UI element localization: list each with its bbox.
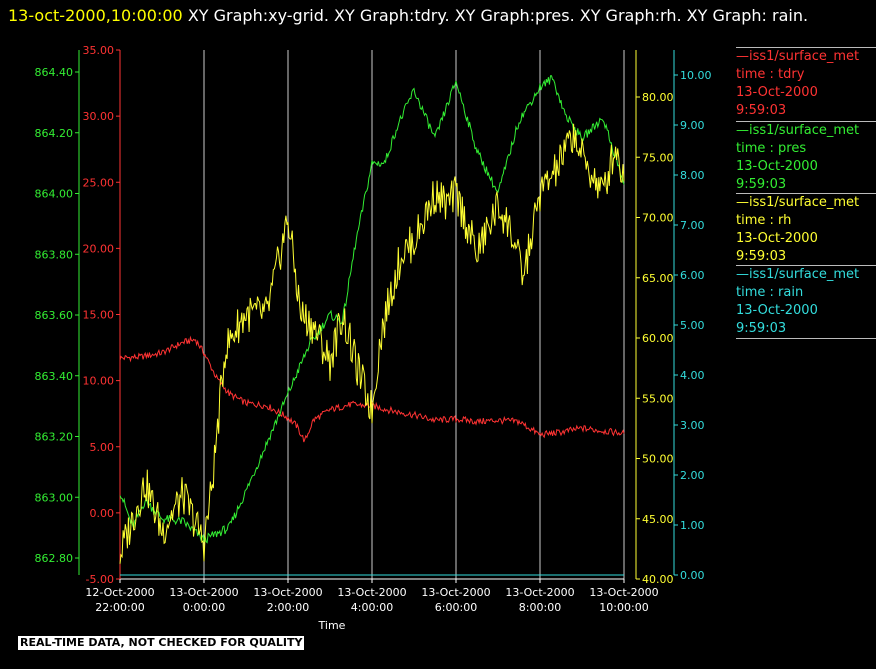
tdry-tick-label: 10.00: [83, 375, 115, 388]
x-tick-date-label: 13-Oct-2000: [253, 586, 322, 599]
title-text: XY Graph:xy-grid. XY Graph:tdry. XY Grap…: [187, 6, 809, 25]
legend-type-label: time : pres: [736, 141, 807, 156]
legend-series-label: —iss1/surface_met: [736, 123, 860, 138]
legend-type-label: time : rain: [736, 285, 804, 300]
pres-tick-label: 864.40: [35, 66, 74, 79]
rain-tick-label: 9.00: [680, 119, 705, 132]
tdry-tick-label: 15.00: [83, 309, 115, 322]
legend-type-label: time : rh: [736, 213, 792, 228]
rain-tick-label: 3.00: [680, 419, 705, 432]
pres-tick-label: 862.80: [35, 552, 74, 565]
rh-series-line: [119, 123, 625, 564]
rh-tick-label: 75.00: [642, 151, 674, 164]
legend-entry-rh: —iss1/surface_met time : rh 13-Oct-2000 …: [736, 193, 876, 266]
rh-tick-label: 80.00: [642, 91, 674, 104]
rh-tick-label: 40.00: [642, 573, 674, 586]
rh-tick-label: 45.00: [642, 513, 674, 526]
legend-time-label: 9:59:03: [736, 321, 787, 336]
rh-tick-label: 55.00: [642, 392, 674, 405]
legend-time-label: 9:59:03: [736, 249, 787, 264]
rain-tick-label: 1.00: [680, 519, 705, 532]
rain-tick-label: 6.00: [680, 269, 705, 282]
rain-tick-label: 10.00: [680, 69, 712, 82]
tdry-tick-label: 20.00: [83, 242, 115, 255]
x-tick-time-label: 4:00:00: [351, 601, 393, 614]
x-tick-time-label: 0:00:00: [183, 601, 225, 614]
pres-tick-label: 864.00: [35, 188, 74, 201]
rh-tick-label: 60.00: [642, 332, 674, 345]
x-tick-time-label: 6:00:00: [435, 601, 477, 614]
quality-note: REAL-TIME DATA, NOT CHECKED FOR QUALITY: [18, 636, 305, 650]
x-tick-date-label: 13-Oct-2000: [169, 586, 238, 599]
chart-title: 13-oct-2000,10:00:00 XY Graph:xy-grid. X…: [8, 2, 868, 30]
rain-tick-label: 8.00: [680, 169, 705, 182]
pres-tick-label: 863.60: [35, 309, 74, 322]
tdry-tick-label: 0.00: [90, 507, 115, 520]
tdry-tick-label: 30.00: [83, 110, 115, 123]
legend-time-label: 9:59:03: [736, 103, 787, 118]
tdry-tick-label: 35.00: [83, 44, 115, 57]
pres-tick-label: 864.20: [35, 127, 74, 140]
legend-date-label: 13-Oct-2000: [736, 85, 818, 100]
title-timestamp: 13-oct-2000,10:00:00: [8, 6, 183, 25]
legend-type-label: time : tdry: [736, 67, 805, 82]
rh-tick-label: 50.00: [642, 453, 674, 466]
pres-tick-label: 863.20: [35, 431, 74, 444]
x-tick-date-label: 13-Oct-2000: [589, 586, 658, 599]
legend-entry-tdry: —iss1/surface_met time : tdry 13-Oct-200…: [736, 47, 876, 120]
pres-tick-label: 863.40: [35, 370, 74, 383]
x-axis-title: Time: [318, 619, 346, 632]
x-tick-date-label: 13-Oct-2000: [337, 586, 406, 599]
rain-tick-label: 5.00: [680, 319, 705, 332]
tdry-tick-label: 25.00: [83, 176, 115, 189]
legend-series-label: —iss1/surface_met: [736, 49, 860, 64]
x-tick-date-label: 13-Oct-2000: [505, 586, 574, 599]
pres-tick-label: 863.80: [35, 248, 74, 261]
x-tick-time-label: 22:00:00: [95, 601, 144, 614]
rain-tick-label: 2.00: [680, 469, 705, 482]
tdry-series-line: [119, 335, 625, 443]
pres-series-line: [119, 75, 625, 544]
x-tick-time-label: 8:00:00: [519, 601, 561, 614]
legend-entry-rain: —iss1/surface_met time : rain 13-Oct-200…: [736, 265, 876, 339]
legend-date-label: 13-Oct-2000: [736, 231, 818, 246]
rain-tick-label: 7.00: [680, 219, 705, 232]
rh-tick-label: 70.00: [642, 212, 674, 225]
legend-date-label: 13-Oct-2000: [736, 159, 818, 174]
tdry-tick-label: 5.00: [90, 441, 115, 454]
x-tick-date-label: 13-Oct-2000: [421, 586, 490, 599]
rain-tick-label: 4.00: [680, 369, 705, 382]
legend-series-label: —iss1/surface_met: [736, 195, 860, 210]
legend-series-label: —iss1/surface_met: [736, 267, 860, 282]
rain-tick-label: 0.00: [680, 569, 705, 582]
x-tick-date-label: 12-Oct-2000: [85, 586, 154, 599]
x-tick-time-label: 2:00:00: [267, 601, 309, 614]
pres-tick-label: 863.00: [35, 491, 74, 504]
legend-time-label: 9:59:03: [736, 177, 787, 192]
legend-entry-pres: —iss1/surface_met time : pres 13-Oct-200…: [736, 121, 876, 194]
tdry-tick-label: -5.00: [86, 573, 114, 586]
legend-date-label: 13-Oct-2000: [736, 303, 818, 318]
rh-tick-label: 65.00: [642, 272, 674, 285]
x-tick-time-label: 10:00:00: [599, 601, 648, 614]
